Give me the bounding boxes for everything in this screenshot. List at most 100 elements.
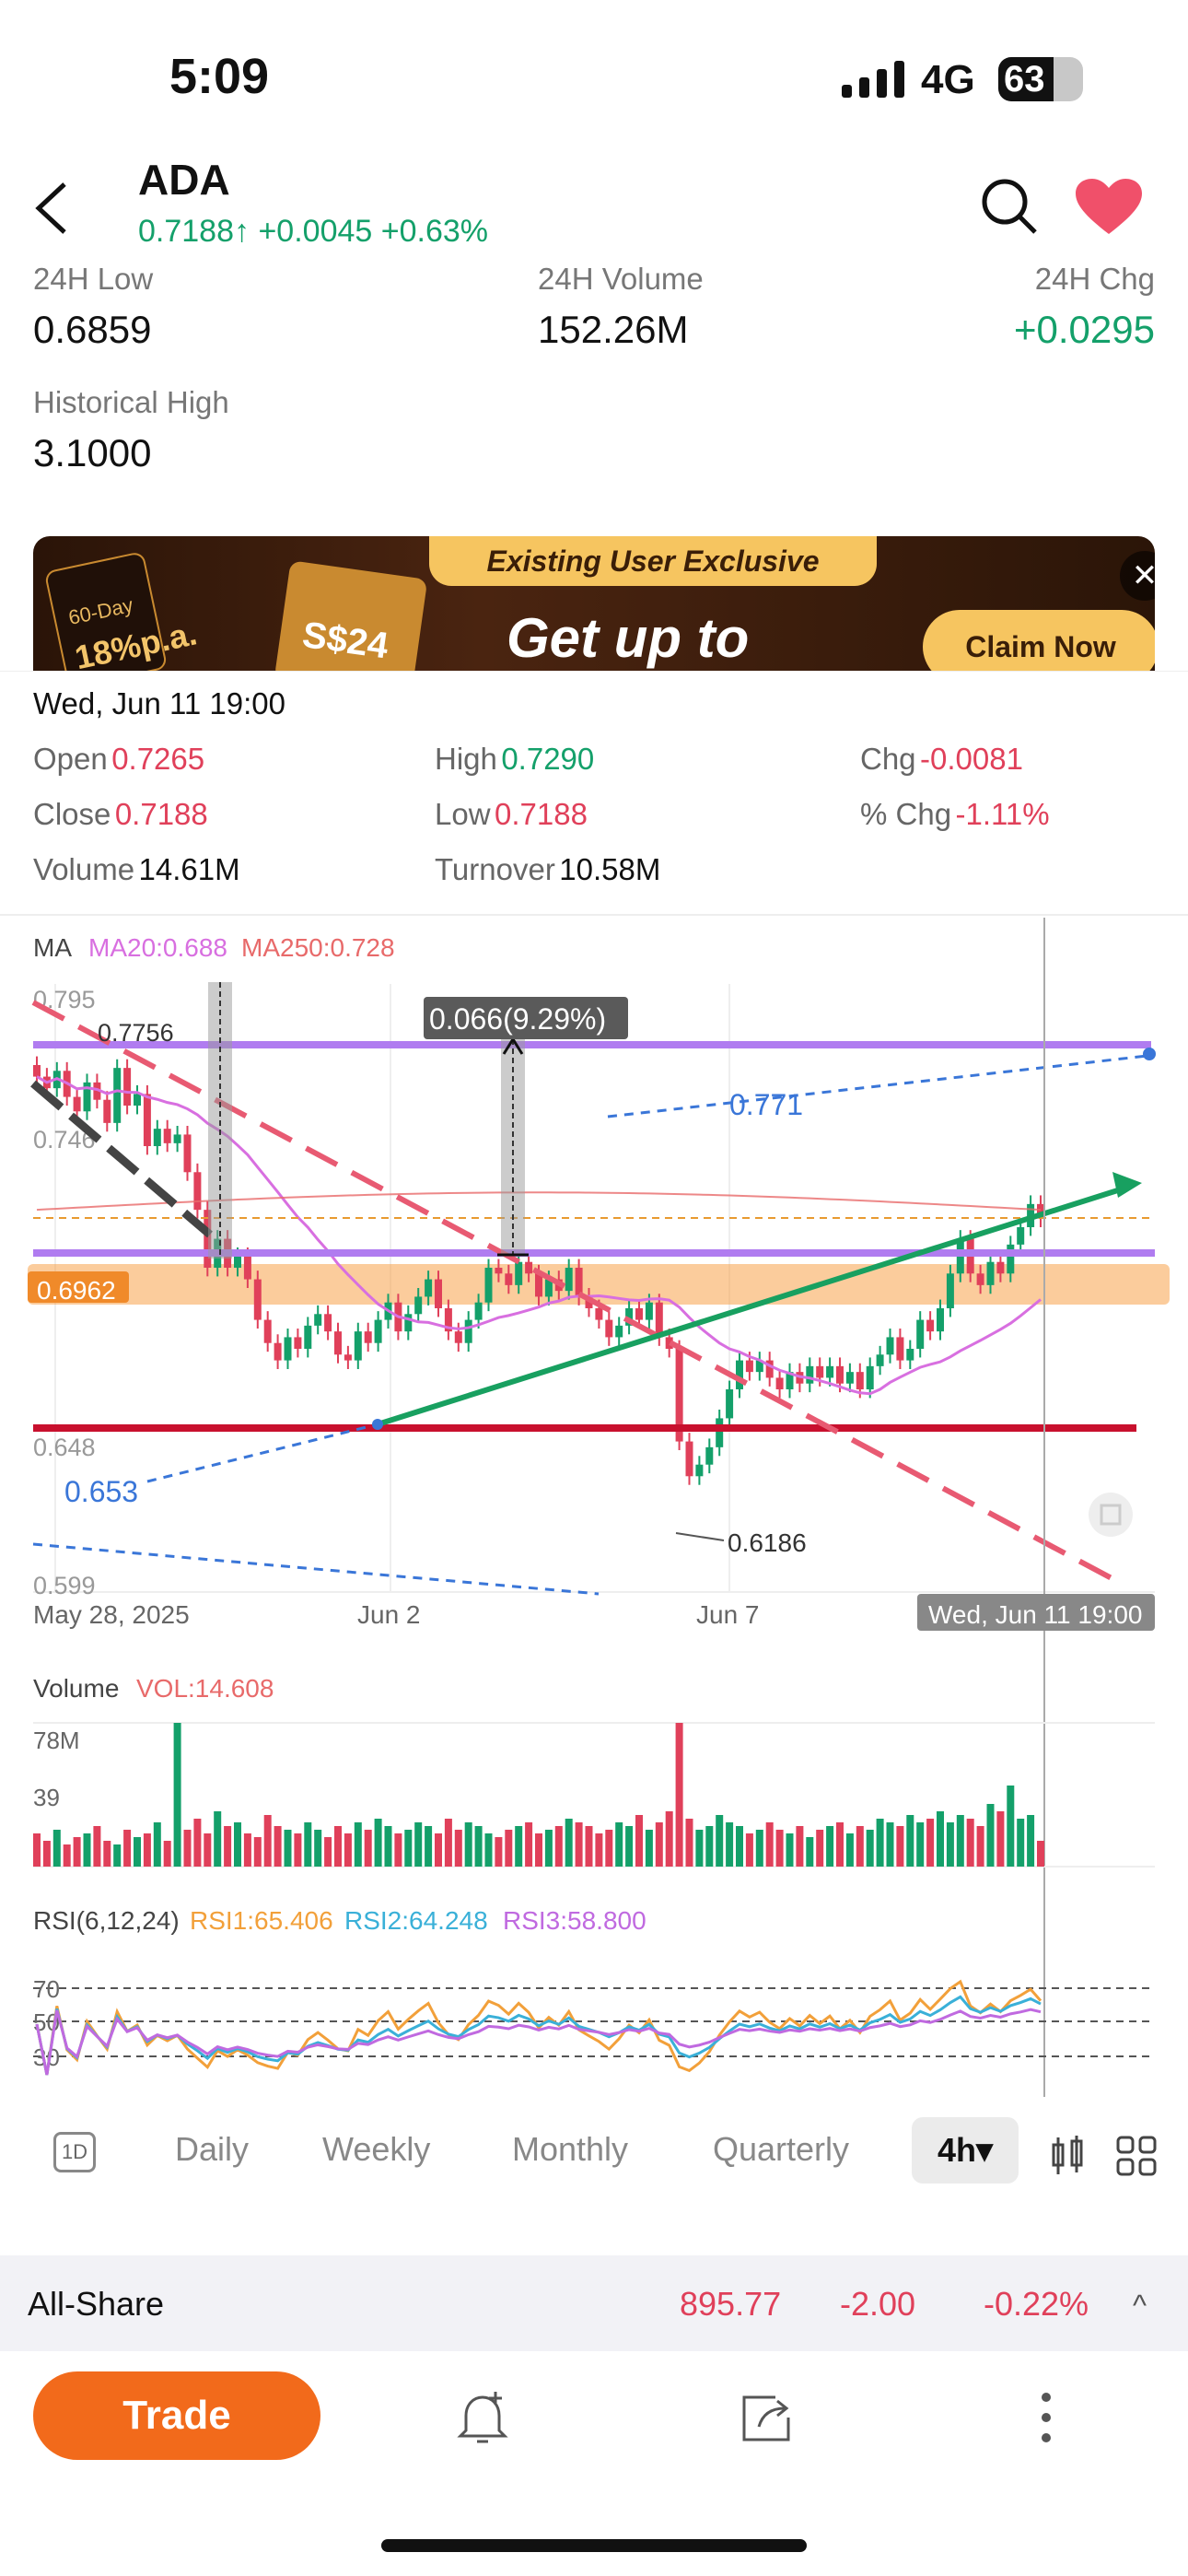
turnover-value: 10.58M	[559, 852, 661, 886]
candle-body	[775, 1377, 784, 1389]
volume-bar	[193, 1819, 202, 1867]
candle-body	[916, 1319, 925, 1349]
volume-bar	[726, 1822, 734, 1867]
volume-bar	[836, 1822, 844, 1867]
volume-bar	[274, 1826, 282, 1867]
price-chart[interactable]: MA MA20:0.688 MA250:0.728 0.795 0.746 0.…	[0, 914, 1188, 2102]
battery-level: 63	[1004, 59, 1045, 100]
candle-body	[163, 1129, 171, 1143]
ohlc-panel: Wed, Jun 11 19:00 Open 0.7265 High 0.729…	[0, 671, 1188, 914]
favorite-heart-icon[interactable]	[1076, 179, 1142, 236]
candle-body	[193, 1172, 202, 1211]
signal-icon	[842, 61, 904, 98]
layout-grid-icon[interactable]	[1116, 2136, 1157, 2176]
ma-label: MA	[33, 933, 72, 962]
price-change-pct: +0.63%	[380, 214, 489, 249]
candle-type-icon[interactable]	[1050, 2136, 1087, 2176]
search-icon[interactable]	[980, 177, 1039, 236]
volume-bar	[354, 1822, 362, 1867]
candle-body	[83, 1082, 91, 1112]
volume-bar	[103, 1841, 111, 1867]
candle-body	[535, 1273, 542, 1297]
candle-body	[866, 1365, 874, 1389]
candle-body	[996, 1261, 1005, 1274]
support-zone	[28, 1264, 1170, 1305]
volume-bar	[826, 1826, 834, 1867]
y-tick-0648: 0.648	[33, 1434, 96, 1461]
promo-banner[interactable]: 60-Day 18%p.a. S$24 Existing User Exclus…	[33, 536, 1155, 671]
period-tabs: 1D Daily Weekly Monthly Quarterly 4h▾	[0, 2110, 1188, 2195]
volume-bar	[83, 1833, 91, 1867]
up-arrow-icon: ↑	[234, 214, 250, 249]
candle-body	[243, 1256, 251, 1280]
volume-bar	[775, 1830, 784, 1867]
tab-1d-icon[interactable]: 1D	[53, 2132, 96, 2172]
tab-daily[interactable]: Daily	[175, 2130, 250, 2168]
volume-bar	[425, 1826, 433, 1867]
volume-bar	[173, 1723, 181, 1867]
volume-bar	[183, 1830, 192, 1867]
candle-body	[204, 1210, 212, 1268]
candle-body	[876, 1354, 884, 1366]
short-downtrend-line	[30, 1080, 213, 1238]
more-icon[interactable]	[1035, 2390, 1057, 2445]
volume-bar	[786, 1833, 794, 1867]
volume-bar	[304, 1822, 312, 1867]
candle-body	[354, 1331, 362, 1361]
index-change: -2.00	[840, 2285, 916, 2323]
bell-plus-icon[interactable]	[455, 2390, 510, 2445]
index-value: 895.77	[680, 2285, 782, 2323]
symbol-title: ADA	[138, 156, 230, 204]
back-icon[interactable]	[33, 181, 70, 236]
volume-bar	[243, 1833, 251, 1867]
pchg-value: -1.11%	[955, 797, 1050, 831]
candle-body	[675, 1349, 683, 1442]
tab-monthly[interactable]: Monthly	[512, 2130, 629, 2168]
volume-bar	[996, 1811, 1005, 1867]
volume-bar	[93, 1826, 101, 1867]
promo-card-cash-text: S$24	[299, 614, 391, 667]
candle-body	[304, 1325, 312, 1349]
index-ticker-bar[interactable]: All-Share 895.77 -2.00 -0.22% ^	[0, 2255, 1188, 2351]
volume-bar	[404, 1830, 413, 1867]
ma250-line	[36, 1191, 1042, 1212]
rsi-panel-label: RSI(6,12,24)	[33, 1906, 180, 1935]
ma20-legend: MA20:0.688	[88, 933, 227, 962]
low-value: 0.7188	[495, 797, 588, 831]
candle-body	[484, 1268, 493, 1303]
trade-button[interactable]: Trade	[33, 2371, 320, 2460]
uptrend-line	[377, 1186, 1124, 1427]
stat-value-24h-chg: +0.0295	[1014, 308, 1155, 351]
candle-body	[404, 1314, 413, 1332]
tab-weekly[interactable]: Weekly	[322, 2130, 431, 2168]
tab-4h[interactable]: 4h▾	[912, 2117, 1019, 2184]
close-icon[interactable]: ✕	[1120, 551, 1155, 601]
fullscreen-icon[interactable]	[1089, 1493, 1133, 1537]
stat-label-24h-chg: 24H Chg	[1034, 262, 1155, 296]
volume-bar	[414, 1822, 423, 1867]
candle-body	[1007, 1244, 1015, 1274]
chevron-up-icon[interactable]: ^	[1133, 2289, 1147, 2322]
volume-bar	[384, 1826, 392, 1867]
share-icon[interactable]	[739, 2390, 794, 2445]
candle-body	[253, 1279, 262, 1320]
candle-body	[575, 1268, 583, 1297]
candle-body	[665, 1337, 673, 1349]
lower-channel-line	[32, 1542, 600, 1596]
rsi1-legend: RSI1:65.406	[190, 1906, 333, 1935]
trendline-point	[372, 1419, 383, 1430]
candle-body	[113, 1068, 122, 1123]
volume-bar	[214, 1811, 222, 1867]
level-label-0653: 0.653	[64, 1475, 138, 1508]
close-label: Close	[33, 797, 111, 831]
candle-body	[745, 1360, 753, 1373]
claim-now-button[interactable]: Claim Now	[923, 610, 1155, 671]
promo-card-rate: 60-Day 18%p.a.	[43, 550, 200, 671]
candle-body	[464, 1319, 472, 1343]
volume-bar	[33, 1833, 41, 1867]
candle-body	[605, 1319, 613, 1338]
last-price: 0.7188	[138, 214, 234, 249]
tab-quarterly[interactable]: Quarterly	[713, 2130, 850, 2168]
candle-body	[716, 1418, 724, 1447]
candle-body	[544, 1279, 553, 1297]
